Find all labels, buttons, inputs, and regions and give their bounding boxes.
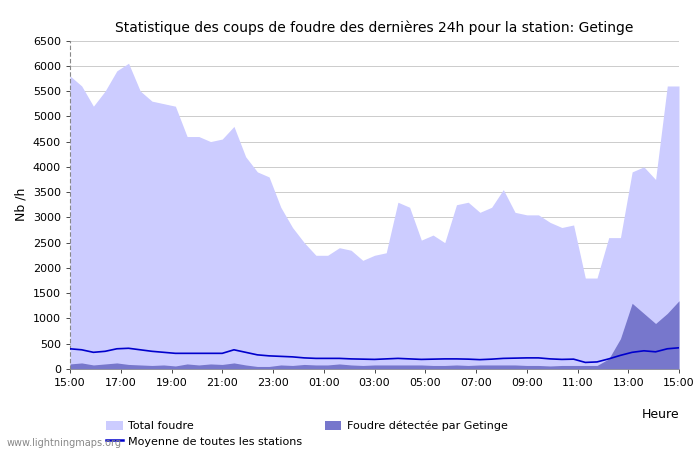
Text: Heure: Heure xyxy=(641,409,679,421)
Legend: Total foudre, Moyenne de toutes les stations, Foudre détectée par Getinge: Total foudre, Moyenne de toutes les stat… xyxy=(106,421,507,446)
Text: www.lightningmaps.org: www.lightningmaps.org xyxy=(7,438,122,448)
Y-axis label: Nb /h: Nb /h xyxy=(14,188,27,221)
Title: Statistique des coups de foudre des dernières 24h pour la station: Getinge: Statistique des coups de foudre des dern… xyxy=(116,21,634,35)
